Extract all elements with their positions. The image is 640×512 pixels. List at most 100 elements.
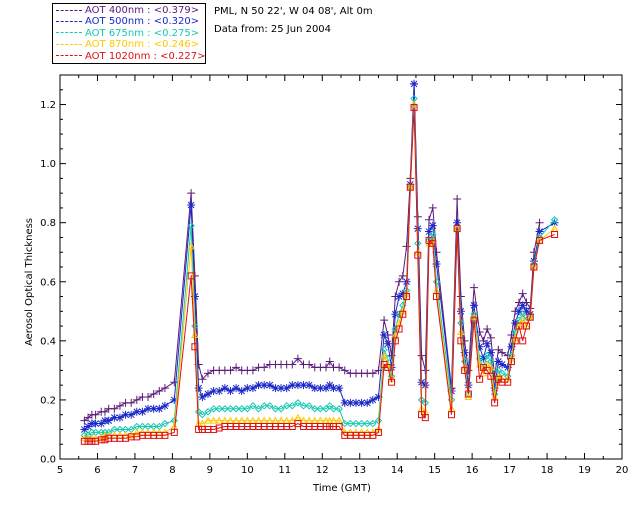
y-tick-label: 0.8 — [40, 218, 56, 229]
data-point — [414, 251, 422, 259]
data-point — [260, 402, 268, 410]
data-point — [144, 392, 153, 401]
data-point — [522, 307, 531, 316]
data-point — [384, 363, 392, 371]
data-point — [383, 339, 392, 348]
data-point — [170, 378, 179, 387]
x-tick-label: 18 — [541, 465, 554, 476]
data-point — [294, 399, 302, 407]
series-layer — [80, 79, 559, 445]
data-point — [475, 327, 484, 336]
data-point — [374, 428, 382, 436]
data-point — [503, 363, 512, 372]
data-point — [288, 360, 297, 369]
series-line — [84, 107, 555, 442]
data-point — [254, 381, 263, 390]
x-axis-label: Time (GMT) — [312, 483, 371, 494]
data-point — [363, 398, 372, 407]
data-point — [220, 384, 229, 393]
data-point — [428, 203, 437, 212]
series-line — [84, 83, 555, 430]
data-point — [322, 384, 331, 393]
x-tick-label: 5 — [57, 465, 63, 476]
data-point — [80, 425, 89, 434]
data-point — [518, 289, 527, 298]
data-point — [346, 398, 355, 407]
data-point — [456, 292, 465, 301]
data-point — [380, 351, 388, 359]
data-point — [398, 271, 407, 280]
data-point — [490, 384, 499, 393]
x-tick-label: 10 — [241, 465, 254, 476]
data-point — [88, 437, 96, 445]
data-point — [149, 404, 158, 413]
data-point — [380, 330, 389, 339]
data-point — [464, 381, 473, 390]
data-point — [277, 405, 285, 413]
data-point — [518, 301, 527, 310]
x-tick-label: 8 — [169, 465, 175, 476]
data-point — [519, 337, 527, 345]
data-point — [293, 354, 302, 363]
data-point — [204, 408, 212, 416]
data-point — [155, 387, 164, 396]
data-point — [395, 277, 404, 286]
data-point — [518, 316, 527, 324]
data-point — [483, 351, 491, 360]
data-point — [226, 366, 235, 375]
legend-entry: AOT 400nm : <0.379> — [56, 5, 199, 17]
legend: AOT 400nm : <0.379> AOT 500nm : <0.320> AO… — [52, 3, 206, 64]
data-point — [391, 337, 399, 345]
data-point — [149, 390, 158, 399]
data-point — [132, 407, 141, 416]
data-point — [461, 366, 469, 374]
data-point — [507, 330, 516, 339]
data-point — [170, 395, 179, 404]
series-0 — [80, 79, 544, 425]
data-point — [475, 342, 484, 351]
data-point — [110, 404, 119, 413]
data-point — [406, 183, 414, 191]
plot-border — [59, 74, 623, 460]
data-point — [535, 218, 544, 227]
data-point — [155, 404, 164, 413]
x-axis: 5 6 7 8 9 10 11 12 13 14 15 16 17 18 19 20 — [57, 75, 628, 476]
y-tick-label: 0.0 — [40, 455, 56, 466]
data-point — [232, 405, 240, 413]
data-point — [204, 416, 212, 424]
data-point — [470, 283, 479, 292]
data-point — [248, 366, 257, 375]
data-point — [203, 369, 212, 378]
data-point — [448, 411, 456, 419]
data-point — [530, 263, 538, 271]
data-point — [209, 405, 218, 413]
data-point — [526, 313, 534, 321]
data-point — [127, 398, 136, 407]
data-point — [368, 369, 377, 378]
data-point — [198, 375, 207, 384]
plot-frame — [59, 74, 623, 460]
legend-label: AOT 870nm : <0.246> — [85, 39, 200, 51]
data-point — [161, 431, 169, 439]
data-point — [101, 436, 109, 444]
data-point — [425, 227, 434, 236]
data-point — [187, 242, 195, 250]
data-point — [403, 293, 411, 301]
data-point — [507, 358, 515, 366]
legend-swatch — [56, 20, 82, 22]
data-point — [191, 343, 199, 351]
data-point — [97, 419, 106, 428]
data-point — [310, 384, 319, 393]
data-point — [388, 378, 396, 386]
data-point — [97, 436, 105, 444]
data-point — [329, 405, 338, 413]
data-point — [491, 399, 499, 407]
data-point — [460, 348, 469, 357]
data-point — [160, 384, 169, 393]
data-point — [226, 405, 235, 413]
data-point — [421, 414, 429, 422]
data-point — [346, 419, 355, 428]
data-point — [395, 325, 403, 333]
data-point — [232, 363, 241, 372]
